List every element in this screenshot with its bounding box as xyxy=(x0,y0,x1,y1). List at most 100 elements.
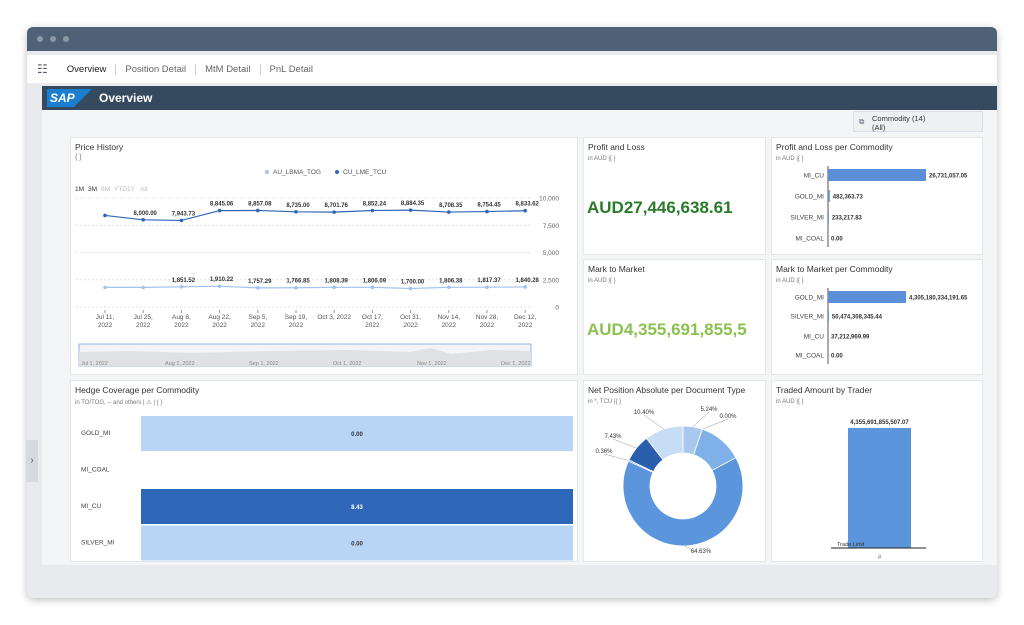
line-chart: 1M 3M 6M YTD 1Y All AU_LBMA_TOG CU_LME_TCU 10,00… xyxy=(75,169,560,367)
data-point xyxy=(447,285,451,290)
data-label: 1,806.09 xyxy=(363,278,387,284)
data-point xyxy=(256,286,260,290)
leader-line xyxy=(702,418,729,430)
x-tick-label: Dec 12, 2022 xyxy=(513,314,537,329)
data-label: 26,731,057.05 xyxy=(929,174,968,180)
leader-line xyxy=(612,438,637,449)
card-title: Hedge Coverage per Commodity xyxy=(75,385,200,395)
bar xyxy=(828,291,906,303)
x-tick-label: Oct 17, 2022 xyxy=(361,314,383,329)
card-title: Traded Amount by Trader xyxy=(776,385,873,395)
data-label: 8,754.45 xyxy=(477,203,501,209)
bar-chart: MI_CU 26,731,057.05 GOLD_MI 482,363.73 SILVE… xyxy=(791,166,968,247)
data-label: 482,363.73 xyxy=(833,195,864,201)
kpi-value: AUD27,446,638.61 xyxy=(587,198,733,217)
legend-label: CU_LME_TCU xyxy=(343,169,387,176)
card-title: Profit and Loss xyxy=(588,142,645,152)
card-title: Price History xyxy=(75,142,124,152)
settings: |{ } xyxy=(796,156,804,162)
data-label: 7,943.73 xyxy=(172,211,196,217)
navigator-label: Dec 1, 2022 xyxy=(501,361,531,367)
range-button[interactable]: 1Y xyxy=(127,186,136,193)
range-button[interactable]: 1M xyxy=(75,186,84,193)
y-tick-label: 10,000 xyxy=(539,196,559,203)
data-point xyxy=(179,218,184,223)
y-tick-label: 5,000 xyxy=(543,250,560,257)
net-position-card: Net Position Absolute per Document Type … xyxy=(583,380,766,562)
navigator-label: Aug 1, 2022 xyxy=(165,361,195,367)
x-tick-label: Sep 5, 2022 xyxy=(248,314,268,329)
shell-header: SAP Overview xyxy=(42,86,997,110)
x-tick-label: Oct 3, 2022 xyxy=(317,314,351,321)
hedge-card: Hedge Coverage per Commodity in TO/TOG, … xyxy=(70,380,578,562)
category-label: SILVER_MI xyxy=(791,314,825,321)
x-tick-label: Aug 22, 2022 xyxy=(208,314,231,329)
category-label: GOLD_MI xyxy=(795,194,824,201)
data-point xyxy=(294,209,298,214)
range-button[interactable]: YTD xyxy=(114,186,127,193)
y-tick-label: 7,500 xyxy=(543,223,560,230)
price-history-card: Price History { } 1M 3M 6M YTD 1Y All AU_LBMA_… xyxy=(70,137,578,375)
tab[interactable]: Position Detail xyxy=(115,63,195,75)
category-label: MI_CU xyxy=(804,173,825,180)
tab[interactable]: Overview xyxy=(66,63,107,75)
data-label: 7.43% xyxy=(604,434,622,440)
x-tick-label: Nov 28, 2022 xyxy=(475,314,499,329)
cell-label: 0.00 xyxy=(351,432,363,438)
navigator-area xyxy=(79,348,531,366)
data-label: 8,833.62 xyxy=(516,202,540,208)
series-line xyxy=(105,285,526,290)
tab[interactable]: MtM Detail xyxy=(195,63,259,75)
data-point xyxy=(485,285,489,289)
unit: in AUD xyxy=(776,278,795,284)
data-point xyxy=(217,284,222,288)
filter-label: Commodity (14) xyxy=(872,114,926,123)
legend-label: AU_LBMA_TOG xyxy=(273,169,321,176)
category-label: SILVER_MI xyxy=(791,215,825,222)
unit: in AUD xyxy=(776,399,795,405)
category-label: SILVER_MI xyxy=(81,540,115,547)
mtm-commodity-card: Mark to Market per Commodity in AUD |{ }… xyxy=(771,259,983,375)
data-point xyxy=(141,285,145,290)
data-point xyxy=(294,285,298,290)
data-label: 8,701.76 xyxy=(325,203,349,209)
data-label: 8,852.24 xyxy=(363,202,387,208)
data-point xyxy=(332,285,337,290)
unit: in TO/TOG, -- and others xyxy=(75,400,142,406)
data-label: 8,708.35 xyxy=(439,203,463,209)
unit: in *, TCU xyxy=(588,399,613,405)
x-tick-label: Sep 19, 2022 xyxy=(284,314,308,329)
data-point xyxy=(485,209,489,214)
settings: |{ } xyxy=(608,156,616,162)
range-button[interactable]: All xyxy=(140,186,148,193)
data-label: 37,212,969.99 xyxy=(831,335,870,341)
x-tick-label: Jul 11, 2022 xyxy=(95,314,115,329)
settings: |{ } xyxy=(608,278,616,284)
heat-cell xyxy=(141,416,573,451)
series-line xyxy=(104,209,526,222)
data-point xyxy=(370,208,375,213)
unit: in AUD xyxy=(588,278,607,284)
side-toggle[interactable]: › xyxy=(26,440,38,482)
data-label: 8,857.08 xyxy=(248,201,272,207)
data-label: 8,884.35 xyxy=(401,201,425,207)
donut-segment xyxy=(622,457,744,547)
tab[interactable]: PnL Detail xyxy=(259,63,322,75)
range-button[interactable]: 3M xyxy=(88,186,97,193)
title-bar xyxy=(27,27,997,51)
data-label: 0.00 xyxy=(831,354,843,360)
data-label: 1,766.85 xyxy=(286,279,310,285)
data-label: 1,806.38 xyxy=(439,278,463,284)
logo: SAP xyxy=(47,89,92,107)
pnl-commodity-card: Profit and Loss per Commodity in AUD |{ … xyxy=(771,137,983,255)
data-label: 0.36% xyxy=(595,449,613,455)
filter[interactable]: ⧉ Commodity (14) (All) xyxy=(853,111,983,132)
legend-marker xyxy=(265,170,269,174)
y-tick-label: 0 xyxy=(555,305,559,312)
data-point xyxy=(217,208,222,213)
range-button[interactable]: 6M xyxy=(101,186,110,193)
data-point xyxy=(103,285,107,290)
cell-label: 8.43 xyxy=(351,505,363,511)
bar xyxy=(828,310,829,322)
